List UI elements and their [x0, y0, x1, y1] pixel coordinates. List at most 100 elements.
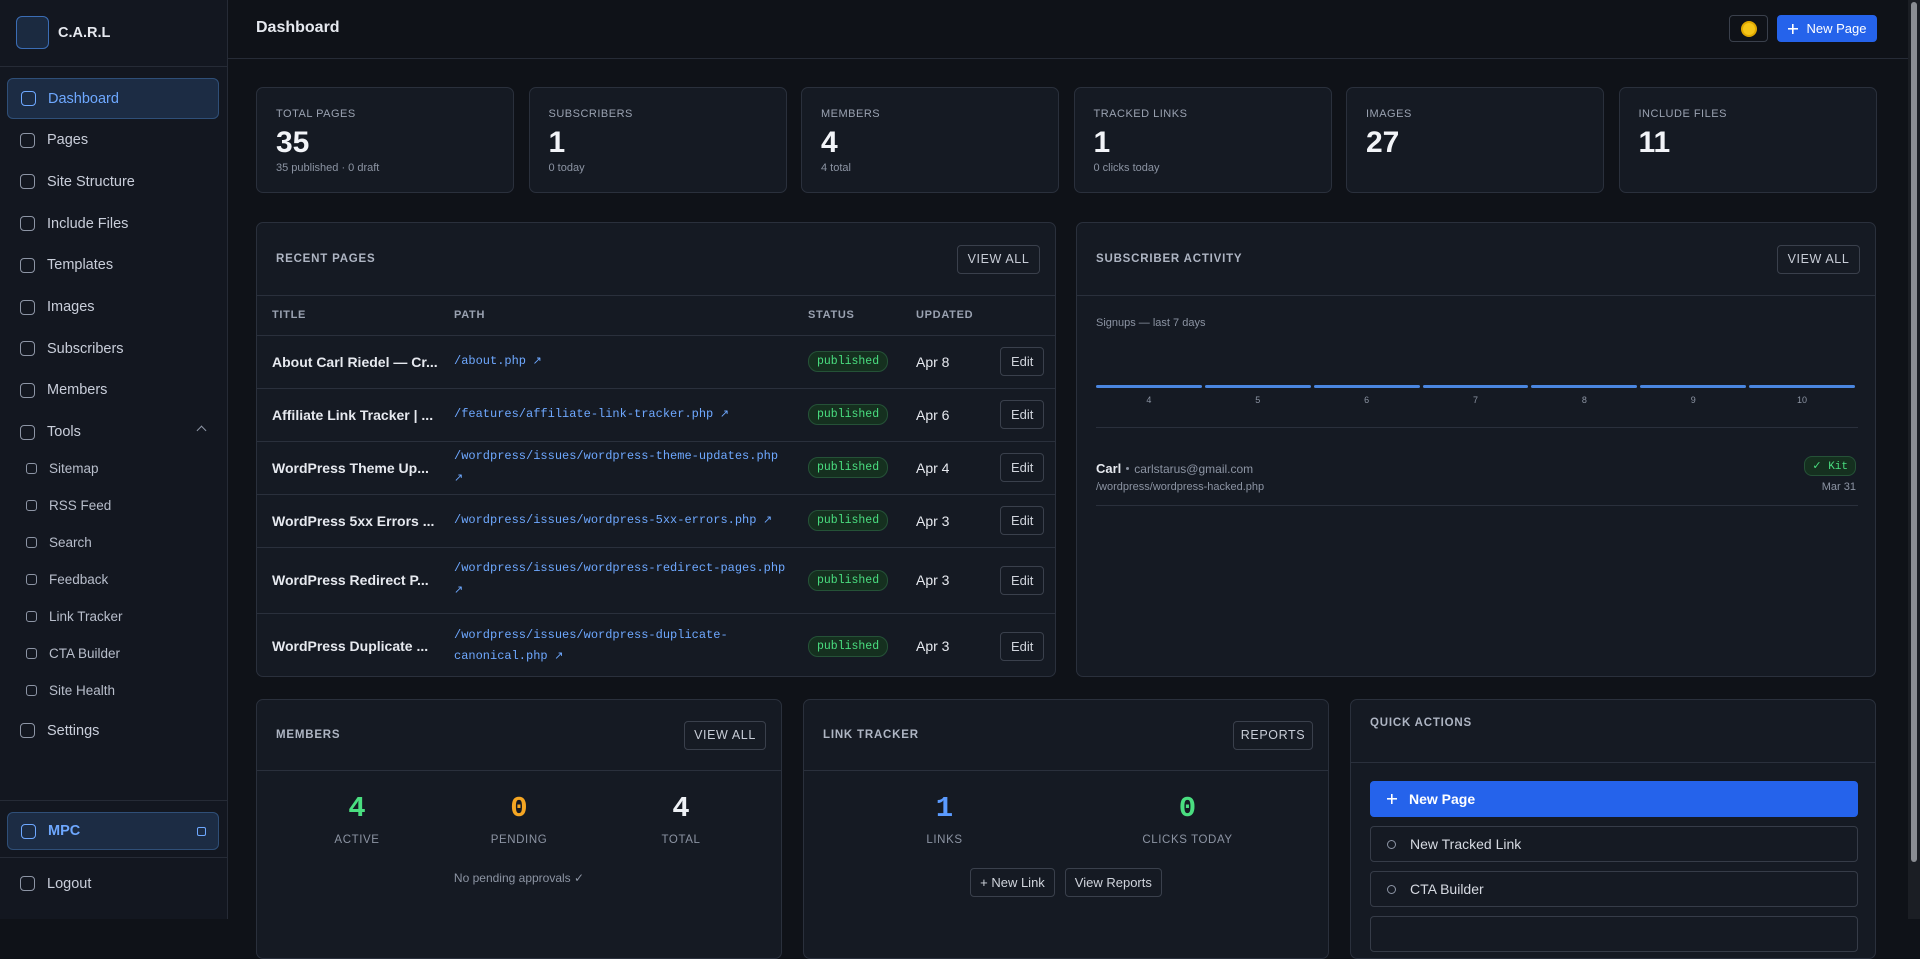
action-button[interactable]: + New Link — [970, 868, 1055, 897]
nav-item[interactable]: Dashboard — [7, 78, 219, 119]
tool-item[interactable]: CTA Builder — [26, 646, 120, 661]
path-link[interactable]: /features/affiliate-link-tracker.php — [454, 407, 729, 421]
edit-button[interactable]: Edit — [1000, 347, 1045, 376]
nav-item[interactable]: Include Files — [7, 203, 219, 244]
quick-action[interactable]: New Page — [1370, 781, 1858, 817]
header-button[interactable]: REPORTS — [1233, 720, 1313, 750]
action-cell: Edit — [999, 441, 1055, 495]
stat-label: SUBSCRIBERS — [548, 108, 633, 120]
header-button[interactable]: VIEW ALL — [684, 720, 766, 750]
stat-card: TRACKED LINKS 1 0 clicks today — [1073, 87, 1332, 193]
path-link[interactable]: /wordpress/issues/wordpress-duplicate-ca… — [454, 628, 728, 663]
theme-toggle[interactable] — [1729, 15, 1768, 42]
status-cell: published — [807, 494, 915, 548]
card-header: SUBSCRIBER ACTIVITY VIEW ALL — [1077, 223, 1875, 296]
subscriber-line: Carl carlstarus@gmail.com — [1096, 461, 1253, 476]
new-page-button[interactable]: New Page — [1777, 15, 1877, 42]
quick-action-label: New Page — [1409, 791, 1476, 807]
quick-action[interactable] — [1370, 916, 1858, 952]
action-button[interactable]: View Reports — [1064, 868, 1162, 897]
path-link[interactable]: /about.php — [454, 354, 542, 368]
header-border — [228, 58, 1908, 59]
card-title: QUICK ACTIONS — [1370, 717, 1472, 729]
column-header: PATH — [453, 296, 807, 336]
quick-action[interactable]: New Tracked Link — [1370, 826, 1858, 862]
tool-label: Search — [49, 535, 92, 550]
page-title: WordPress Duplicate ... — [257, 613, 453, 676]
count-value: 4 — [672, 792, 690, 825]
chart-label: Signups — last 7 days — [1096, 317, 1206, 329]
nav-item[interactable]: Settings — [7, 710, 219, 751]
nav-item[interactable]: Members — [7, 370, 219, 411]
edit-button[interactable]: Edit — [1000, 400, 1045, 429]
tool-item[interactable]: Link Tracker — [26, 609, 123, 624]
tool-item[interactable]: Site Health — [26, 683, 115, 698]
count-label: TOTAL — [661, 834, 701, 846]
table-row: WordPress Theme Up.../wordpress/issues/w… — [257, 441, 1055, 495]
quick-action-label: New Tracked Link — [1410, 836, 1522, 852]
day-label: 6 — [1364, 395, 1370, 405]
tool-label: Sitemap — [49, 461, 99, 476]
count: 4 ACTIVE — [276, 792, 438, 846]
nav-item[interactable]: Templates — [7, 245, 219, 286]
plus-icon — [1787, 23, 1798, 34]
icon — [21, 91, 36, 106]
icon — [20, 341, 35, 357]
scroll-thumb[interactable] — [1911, 2, 1917, 862]
divider — [0, 800, 228, 801]
stat-label: IMAGES — [1366, 108, 1412, 120]
status-badge: published — [808, 457, 889, 478]
edit-button[interactable]: Edit — [1000, 565, 1045, 595]
path-link[interactable]: /wordpress/issues/wordpress-5xx-errors.p… — [454, 513, 772, 527]
nav-item[interactable]: Images — [7, 287, 219, 328]
table-row: About Carl Riedel — Cr.../about.php publi… — [257, 335, 1055, 389]
nav-item[interactable]: Logout — [7, 863, 219, 904]
edit-button[interactable]: Edit — [1000, 453, 1045, 482]
nav-label: Subscribers — [47, 340, 124, 357]
tool-item[interactable]: RSS Feed — [26, 498, 111, 513]
tool-item[interactable]: Sitemap — [26, 461, 99, 476]
subscriber-name: Carl — [1096, 461, 1122, 476]
count-value: 4 — [348, 792, 366, 825]
signup-bar — [1313, 385, 1420, 388]
icon — [26, 648, 37, 659]
header-button[interactable]: VIEW ALL — [957, 244, 1040, 274]
action-cell: Edit — [999, 613, 1055, 676]
stat-value: 4 — [821, 126, 838, 159]
page-title: Dashboard — [256, 19, 340, 36]
nav-label: Settings — [47, 722, 100, 739]
nav-item[interactable]: Subscribers — [7, 328, 219, 369]
divider — [1096, 505, 1858, 506]
sun-icon — [1743, 23, 1755, 35]
page-title: Affiliate Link Tracker | ... — [257, 388, 453, 442]
divider — [0, 66, 228, 67]
nav-item[interactable]: Tools — [7, 412, 219, 453]
stat-card: TOTAL PAGES 35 35 published · 0 draft — [256, 87, 514, 193]
tool-item[interactable]: Feedback — [26, 572, 108, 587]
scrollbar[interactable] — [1908, 0, 1920, 919]
nav-label: Include Files — [47, 215, 129, 232]
table-row: WordPress 5xx Errors .../wordpress/issue… — [257, 494, 1055, 548]
stat-sub: 35 published · 0 draft — [276, 162, 380, 174]
counts: 1 LINKS 0 CLICKS TODAY — [823, 792, 1309, 846]
count: 0 PENDING — [438, 792, 600, 846]
page-path: /wordpress/issues/wordpress-duplicate-ca… — [453, 613, 807, 676]
action-cell: Edit — [999, 388, 1055, 442]
nav-item[interactable]: Site Structure — [7, 161, 219, 202]
mpc-button[interactable]: MPC — [7, 812, 219, 850]
divider — [0, 857, 228, 858]
day-label: 8 — [1581, 395, 1587, 405]
table-row: WordPress Duplicate .../wordpress/issues… — [257, 613, 1055, 676]
tool-item[interactable]: Search — [26, 535, 92, 550]
nav-item[interactable]: Pages — [7, 120, 219, 161]
nav-label: Dashboard — [48, 90, 119, 107]
nav-label: Logout — [47, 875, 92, 892]
edit-button[interactable]: Edit — [1000, 506, 1045, 535]
path-link[interactable]: /wordpress/issues/wordpress-redirect-pag… — [454, 561, 785, 597]
stat-sub: 0 clicks today — [1093, 162, 1160, 174]
path-link[interactable]: /wordpress/issues/wordpress-theme-update… — [454, 449, 778, 485]
action-cell: Edit — [999, 547, 1055, 614]
header-button[interactable]: VIEW ALL — [1777, 244, 1860, 274]
quick-action[interactable]: CTA Builder — [1370, 871, 1858, 907]
edit-button[interactable]: Edit — [1000, 631, 1045, 661]
